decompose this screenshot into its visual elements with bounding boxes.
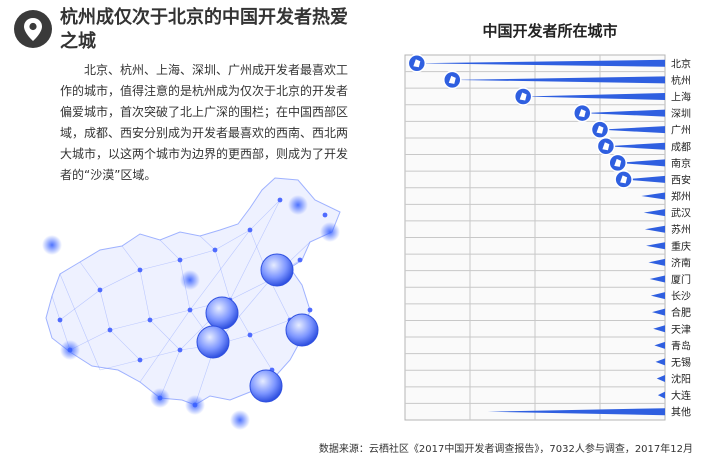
category-label: 武汉 — [671, 207, 691, 220]
category-label: 北京 — [671, 57, 691, 70]
bar-济南 — [648, 258, 665, 266]
category-label: 上海 — [671, 90, 691, 103]
bar-长沙 — [650, 292, 665, 300]
bar-北京 — [416, 59, 665, 67]
china-network-map — [40, 170, 360, 430]
page-title: 杭州成仅次于北京的中国开发者热爱之城 — [60, 7, 348, 52]
category-label: 天津 — [671, 324, 691, 336]
chart-title: 中国开发者所在城市 — [482, 22, 618, 40]
bar-无锡 — [655, 358, 665, 366]
city-silhouette-icon — [578, 109, 586, 118]
city-silhouette-icon — [614, 158, 622, 167]
bar-大连 — [657, 391, 665, 399]
city-silhouette-icon — [620, 175, 628, 184]
category-label: 广州 — [671, 125, 691, 137]
category-label: 无锡 — [671, 356, 691, 369]
data-source-note: 数据来源：云栖社区《2017中国开发者调查报告》，7032人参与调查，2017年… — [318, 444, 693, 455]
bar-郑州 — [641, 192, 665, 200]
category-label: 合肥 — [671, 306, 691, 319]
category-label: 南京 — [671, 157, 691, 170]
bar-武汉 — [643, 209, 665, 217]
category-label: 深圳 — [671, 108, 691, 120]
category-label: 重庆 — [671, 240, 691, 253]
bar-沈阳 — [656, 375, 665, 383]
city-bar-chart: 北京杭州上海深圳广州成都南京西安郑州武汉苏州重庆济南厦门长沙合肥天津青岛无锡沈阳… — [404, 54, 691, 421]
bar-厦门 — [649, 275, 665, 283]
city-silhouette-icon — [596, 125, 604, 134]
bar-其他 — [487, 408, 665, 416]
category-label: 苏州 — [671, 223, 691, 236]
category-label: 杭州 — [671, 74, 691, 87]
city-silhouette-icon — [519, 92, 527, 101]
description-paragraph: 北京、杭州、上海、深圳、广州成开发者最喜欢工作的城市，值得注意的是杭州成为仅次于… — [60, 63, 349, 182]
category-label: 济南 — [671, 256, 691, 269]
category-label: 青岛 — [671, 339, 691, 352]
city-silhouette-icon — [602, 142, 610, 151]
category-label: 其他 — [671, 406, 691, 419]
bar-广州 — [600, 126, 665, 134]
category-label: 长沙 — [671, 291, 691, 303]
city-silhouette-icon — [413, 59, 421, 68]
bar-上海 — [523, 92, 665, 100]
city-silhouette-icon — [448, 75, 456, 84]
category-label: 沈阳 — [671, 373, 691, 386]
location-pin-icon — [14, 10, 52, 48]
category-label: 成都 — [671, 141, 691, 153]
bar-成都 — [605, 142, 665, 150]
bar-青岛 — [654, 341, 665, 349]
bar-杭州 — [452, 76, 665, 84]
category-label: 厦门 — [671, 273, 691, 286]
bar-合肥 — [652, 308, 665, 316]
bar-西安 — [623, 175, 665, 183]
bar-深圳 — [582, 109, 665, 117]
bar-天津 — [653, 325, 665, 333]
bar-苏州 — [644, 225, 665, 233]
bar-南京 — [617, 159, 665, 167]
bar-重庆 — [646, 242, 665, 250]
category-label: 西安 — [671, 173, 691, 186]
category-label: 郑州 — [671, 190, 691, 203]
category-label: 大连 — [671, 389, 691, 402]
